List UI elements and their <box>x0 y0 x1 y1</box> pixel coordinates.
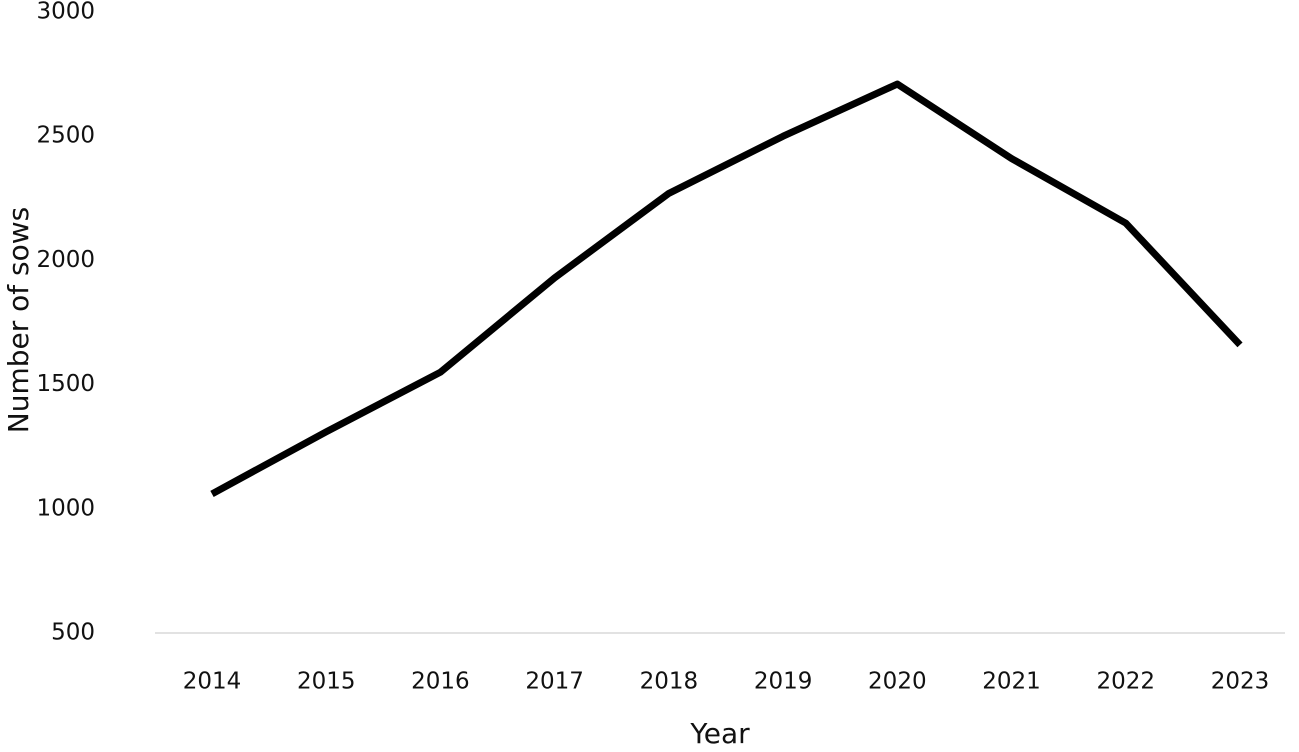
y-tick-label: 1500 <box>36 371 95 397</box>
y-tick-label: 3000 <box>36 0 95 25</box>
y-tick-label: 500 <box>51 620 95 646</box>
y-tick-label: 2000 <box>36 247 95 273</box>
line-series <box>210 80 1243 497</box>
y-tick-label: 1000 <box>36 495 95 521</box>
x-tick-label: 2018 <box>640 669 699 695</box>
y-axis-title: Number of sows <box>2 207 35 433</box>
x-tick-label: 2022 <box>1097 669 1156 695</box>
x-axis-title: Year <box>689 717 750 748</box>
x-tick-label: 2023 <box>1211 669 1270 695</box>
y-tick-label: 2500 <box>36 123 95 149</box>
x-tick-label: 2014 <box>183 669 242 695</box>
x-tick-label: 2015 <box>297 669 356 695</box>
x-tick-label: 2019 <box>754 669 813 695</box>
x-tick-label: 2016 <box>411 669 470 695</box>
x-tick-label: 2020 <box>868 669 927 695</box>
x-tick-label: 2021 <box>982 669 1041 695</box>
x-tick-label: 2017 <box>525 669 584 695</box>
